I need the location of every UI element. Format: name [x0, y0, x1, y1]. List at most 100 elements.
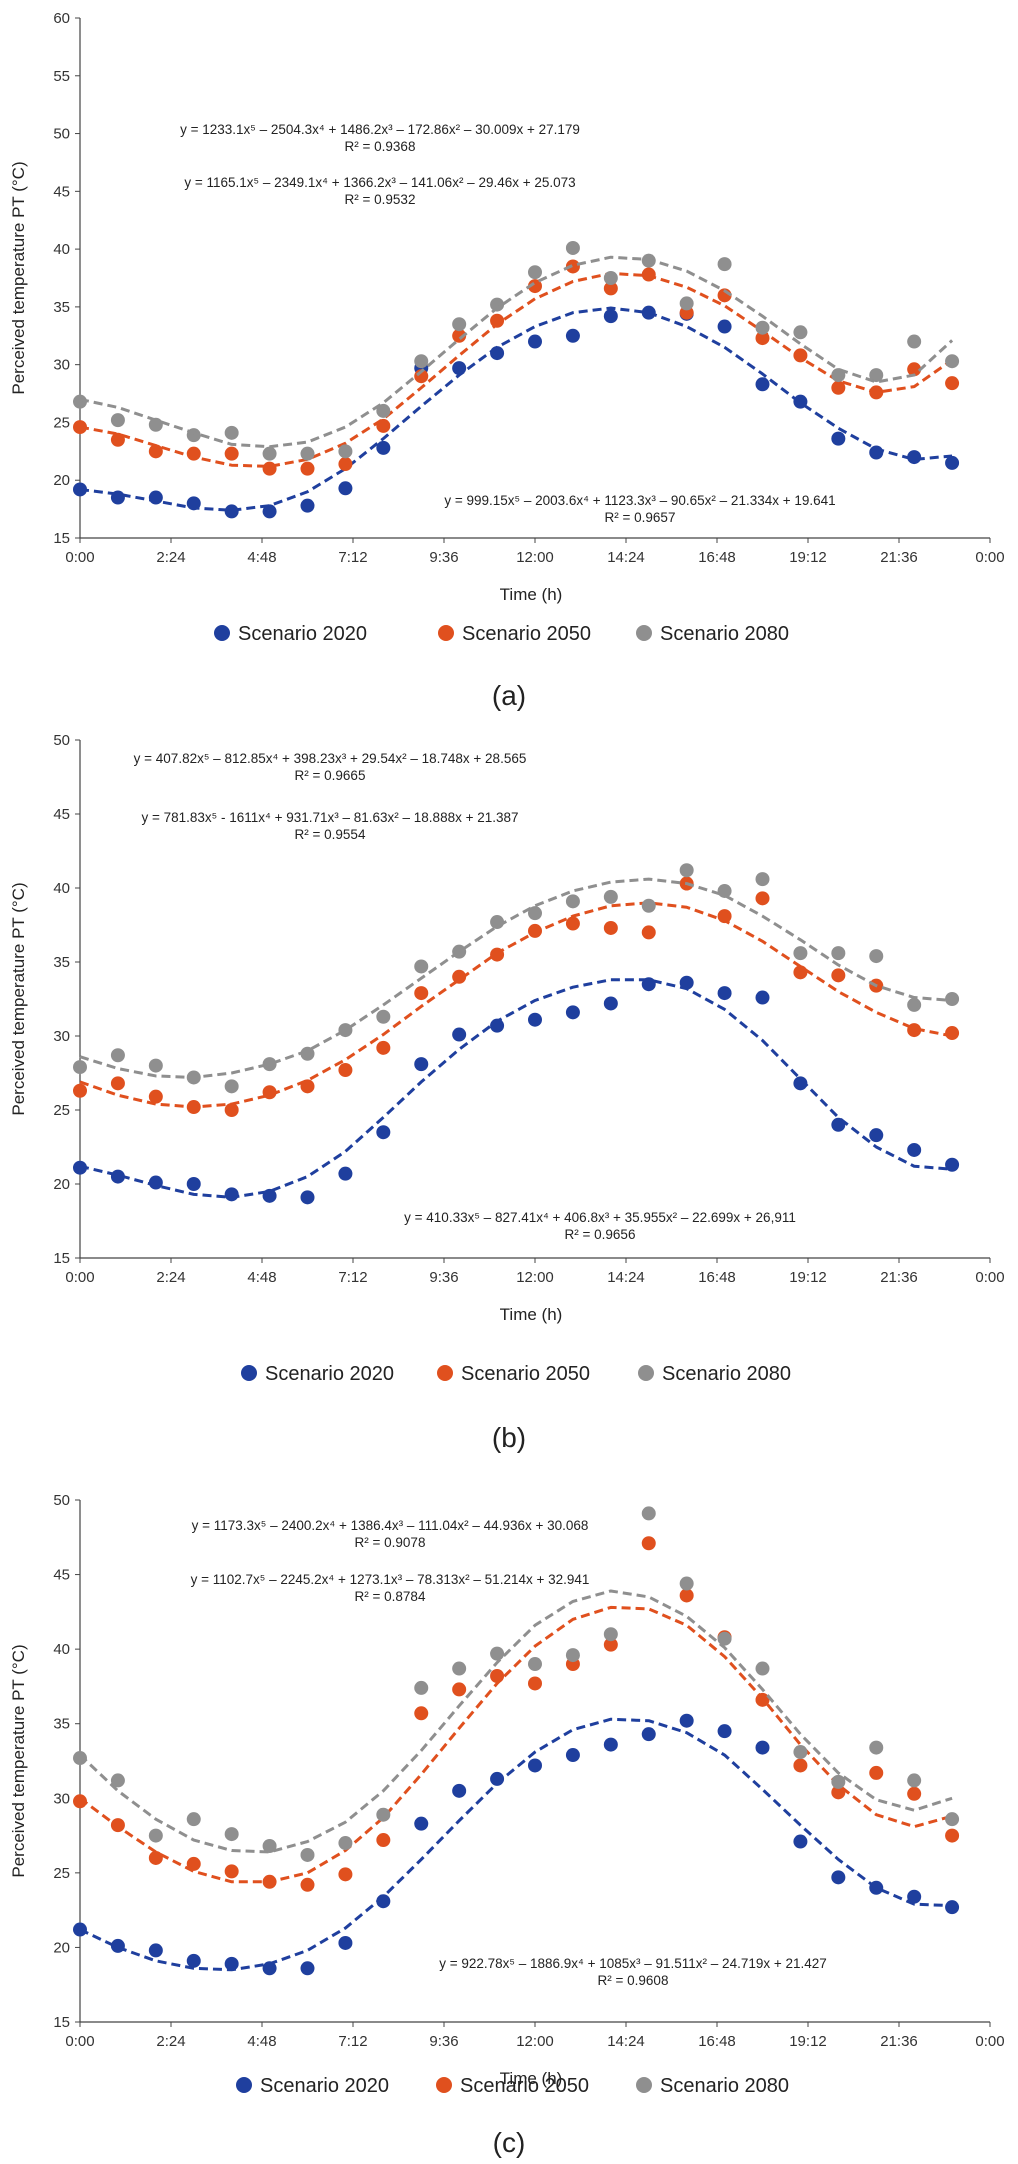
y-tick-label: 15 — [53, 1250, 70, 1267]
chart-panel-3: 15 20 25 30 35 40 45 50 0:00 2:24 4:48 7:12 9:36 12:0… — [9, 1492, 1005, 2158]
y-tick-label: 40 — [53, 1641, 70, 1658]
panel-label: (b) — [492, 1422, 526, 1453]
r-squared-label: R² = 0.9608 — [598, 1973, 669, 1988]
data-point — [224, 1103, 239, 1117]
data-point — [110, 1169, 125, 1184]
x-tick-label: 12:00 — [516, 1269, 554, 1286]
data-point — [490, 915, 505, 930]
legend-label: Scenario 2080 — [660, 623, 789, 645]
data-point — [793, 1834, 808, 1849]
data-point — [793, 348, 808, 363]
legend-label: Scenario 2050 — [460, 2075, 589, 2097]
y-tick-label: 15 — [53, 530, 70, 547]
data-point — [262, 1188, 277, 1203]
data-point — [186, 1856, 201, 1871]
x-tick-label: 21:36 — [880, 1269, 918, 1286]
r-squared-label: R² = 0.8784 — [355, 1589, 426, 1604]
data-point — [755, 1740, 770, 1755]
data-point — [376, 1040, 391, 1055]
data-point — [679, 1713, 694, 1728]
y-tick-label: 25 — [53, 1102, 70, 1119]
data-point — [224, 504, 239, 519]
data-point — [869, 385, 884, 400]
data-point — [907, 997, 922, 1012]
x-tick-label: 19:12 — [789, 549, 827, 566]
data-point — [490, 1018, 505, 1033]
data-point — [565, 916, 580, 931]
data-point — [110, 1818, 125, 1833]
data-point — [793, 1076, 808, 1091]
data-point — [110, 490, 125, 505]
data-point — [831, 431, 846, 446]
data-point — [528, 1012, 542, 1027]
y-axis-title: Perceived temperature PT (°C) — [9, 161, 28, 394]
y-tick-label: 20 — [53, 1939, 70, 1956]
y-tick-label: 45 — [53, 183, 70, 200]
data-point — [679, 863, 694, 878]
trendline-scenario-2020 — [79, 978, 953, 1199]
y-tick-label: 25 — [53, 1865, 70, 1882]
data-point — [73, 1160, 87, 1175]
data-point — [528, 279, 542, 294]
trendline-equation: y = 410.33x⁵ – 827.41x⁴ + 406.8x³ + 35.9… — [404, 1210, 796, 1225]
data-point — [376, 1009, 391, 1024]
data-point — [717, 257, 732, 272]
x-tick-label: 21:36 — [880, 2033, 918, 2050]
data-point — [528, 923, 542, 938]
data-point — [376, 403, 391, 418]
x-tick-label: 0:00 — [975, 549, 1004, 566]
data-point — [300, 461, 315, 476]
y-tick-label: 60 — [53, 10, 70, 27]
data-point — [186, 1953, 201, 1968]
data-point — [490, 1668, 505, 1683]
data-point — [338, 1166, 353, 1181]
y-axis-title: Perceived temperature PT (°C) — [9, 1644, 28, 1877]
data-point — [641, 898, 656, 913]
data-point — [907, 1889, 922, 1904]
x-tick-label: 4:48 — [247, 2033, 276, 2050]
data-point — [717, 1631, 732, 1646]
data-point — [376, 418, 391, 433]
data-point — [945, 1157, 960, 1172]
panel-label: (c) — [493, 2127, 526, 2158]
data-point — [717, 1724, 732, 1739]
x-tick-label: 2:24 — [156, 549, 185, 566]
trendline-equation: y = 922.78x⁵ – 1886.9x⁴ + 1085x³ – 91.51… — [439, 1956, 827, 1971]
r-squared-label: R² = 0.9554 — [295, 827, 366, 842]
data-point — [945, 376, 960, 391]
data-point — [907, 334, 922, 349]
trendline-scenario-2050 — [79, 271, 953, 468]
data-point — [300, 498, 315, 513]
data-point — [338, 1836, 353, 1851]
data-point — [831, 946, 846, 961]
data-point — [717, 883, 732, 898]
data-point — [452, 361, 467, 376]
x-tick-label: 19:12 — [789, 1269, 827, 1286]
data-point — [414, 354, 429, 369]
data-point — [73, 394, 87, 409]
data-point — [490, 1771, 505, 1786]
data-point — [603, 996, 618, 1011]
x-tick-label: 16:48 — [698, 2033, 736, 2050]
x-tick-label: 2:24 — [156, 2033, 185, 2050]
data-point — [565, 240, 580, 255]
trendline-scenario-2020 — [79, 306, 953, 512]
data-point — [869, 949, 884, 964]
trendline-scenario-2080 — [79, 877, 953, 1079]
data-point — [869, 1765, 884, 1780]
data-point — [262, 1057, 277, 1072]
data-point — [73, 1922, 87, 1937]
r-squared-label: R² = 0.9078 — [355, 1535, 426, 1550]
legend-marker — [638, 1365, 654, 1381]
x-tick-label: 9:36 — [429, 549, 458, 566]
data-point — [603, 1637, 618, 1652]
x-tick-label: 0:00 — [975, 1269, 1004, 1286]
legend-marker — [636, 2077, 652, 2093]
data-point — [945, 1026, 960, 1041]
data-point — [755, 1661, 770, 1676]
data-point — [148, 444, 163, 459]
data-point — [755, 891, 770, 906]
data-point — [603, 889, 618, 904]
x-tick-label: 7:12 — [338, 2033, 367, 2050]
legend-label: Scenario 2080 — [660, 2075, 789, 2097]
